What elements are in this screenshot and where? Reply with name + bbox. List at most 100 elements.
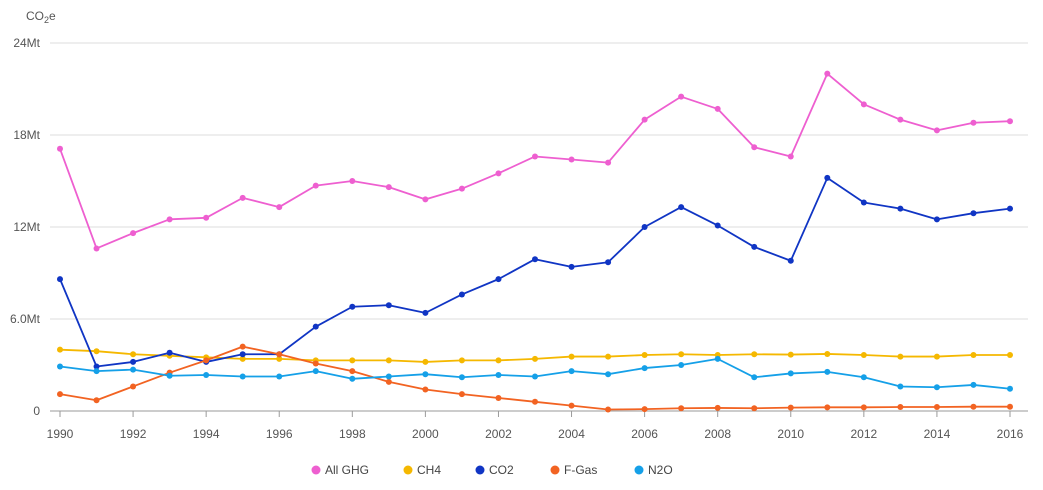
data-point[interactable] [239, 194, 246, 201]
data-point[interactable] [276, 351, 283, 358]
data-point[interactable] [605, 353, 612, 360]
legend-item[interactable]: F-Gas [550, 463, 598, 477]
data-point[interactable] [57, 346, 63, 353]
data-point[interactable] [532, 256, 538, 263]
data-point[interactable] [385, 378, 392, 385]
data-point[interactable] [568, 263, 575, 270]
legend-item[interactable]: N2O [634, 463, 673, 477]
data-point[interactable] [349, 357, 356, 364]
data-point[interactable] [312, 360, 319, 367]
data-point[interactable] [970, 381, 977, 388]
data-point[interactable] [93, 348, 100, 355]
data-point[interactable] [130, 358, 137, 365]
data-point[interactable] [349, 178, 356, 184]
data-point[interactable] [751, 144, 758, 151]
data-point[interactable] [130, 230, 137, 237]
data-point[interactable] [1007, 385, 1013, 392]
data-point[interactable] [1007, 118, 1013, 125]
data-point[interactable] [276, 373, 283, 380]
data-point[interactable] [860, 101, 867, 108]
data-point[interactable] [787, 153, 794, 160]
legend-item[interactable]: All GHG [311, 463, 370, 477]
data-point[interactable] [276, 355, 283, 362]
data-point[interactable] [787, 404, 794, 411]
data-point[interactable] [57, 145, 63, 152]
data-point[interactable] [57, 363, 63, 370]
data-point[interactable] [678, 405, 685, 412]
data-point[interactable] [970, 403, 977, 410]
data-point[interactable] [568, 353, 575, 360]
data-point[interactable] [897, 116, 904, 123]
data-point[interactable] [860, 199, 867, 206]
data-point[interactable] [130, 351, 137, 358]
data-point[interactable] [422, 386, 429, 393]
data-point[interactable] [714, 105, 721, 112]
data-point[interactable] [532, 153, 538, 160]
data-point[interactable] [532, 355, 538, 362]
data-point[interactable] [933, 404, 940, 411]
data-point[interactable] [203, 214, 210, 221]
data-point[interactable] [57, 276, 63, 283]
legend-item[interactable]: CO2 [475, 463, 515, 477]
data-point[interactable] [860, 404, 867, 411]
data-point[interactable] [57, 391, 63, 398]
data-point[interactable] [897, 383, 904, 390]
data-point[interactable] [933, 353, 940, 360]
data-point[interactable] [312, 368, 319, 375]
data-point[interactable] [860, 352, 867, 359]
data-point[interactable] [678, 204, 685, 211]
data-point[interactable] [166, 216, 173, 223]
data-point[interactable] [458, 185, 465, 192]
data-point[interactable] [312, 182, 319, 189]
data-point[interactable] [678, 93, 685, 100]
data-point[interactable] [751, 351, 758, 358]
data-point[interactable] [1007, 205, 1013, 212]
data-point[interactable] [678, 351, 685, 358]
data-point[interactable] [641, 406, 648, 413]
data-point[interactable] [1007, 352, 1013, 359]
data-point[interactable] [93, 397, 100, 404]
data-point[interactable] [568, 402, 575, 409]
data-point[interactable] [751, 374, 758, 381]
data-point[interactable] [824, 368, 831, 375]
data-point[interactable] [349, 303, 356, 310]
data-point[interactable] [203, 357, 210, 364]
data-point[interactable] [824, 350, 831, 357]
data-point[interactable] [93, 368, 100, 375]
data-point[interactable] [385, 373, 392, 380]
data-point[interactable] [824, 174, 831, 181]
data-point[interactable] [714, 355, 721, 362]
data-point[interactable] [422, 371, 429, 378]
data-point[interactable] [933, 127, 940, 134]
data-point[interactable] [495, 276, 502, 283]
data-point[interactable] [787, 351, 794, 358]
data-point[interactable] [239, 343, 246, 350]
data-point[interactable] [130, 366, 137, 373]
data-point[interactable] [641, 352, 648, 359]
data-point[interactable] [970, 352, 977, 359]
data-point[interactable] [495, 394, 502, 401]
data-point[interactable] [422, 309, 429, 316]
data-point[interactable] [312, 323, 319, 330]
data-point[interactable] [458, 357, 465, 364]
data-point[interactable] [93, 245, 100, 252]
data-point[interactable] [349, 375, 356, 382]
data-point[interactable] [860, 374, 867, 381]
data-point[interactable] [933, 384, 940, 391]
data-point[interactable] [641, 116, 648, 123]
data-point[interactable] [605, 259, 612, 266]
data-point[interactable] [897, 205, 904, 212]
data-point[interactable] [970, 210, 977, 217]
data-point[interactable] [458, 291, 465, 298]
data-point[interactable] [495, 357, 502, 364]
data-point[interactable] [458, 391, 465, 398]
data-point[interactable] [787, 257, 794, 264]
data-point[interactable] [166, 372, 173, 379]
data-point[interactable] [641, 365, 648, 372]
data-point[interactable] [495, 371, 502, 378]
data-point[interactable] [751, 243, 758, 250]
data-point[interactable] [605, 371, 612, 378]
data-point[interactable] [349, 368, 356, 375]
data-point[interactable] [714, 222, 721, 229]
data-point[interactable] [203, 371, 210, 378]
